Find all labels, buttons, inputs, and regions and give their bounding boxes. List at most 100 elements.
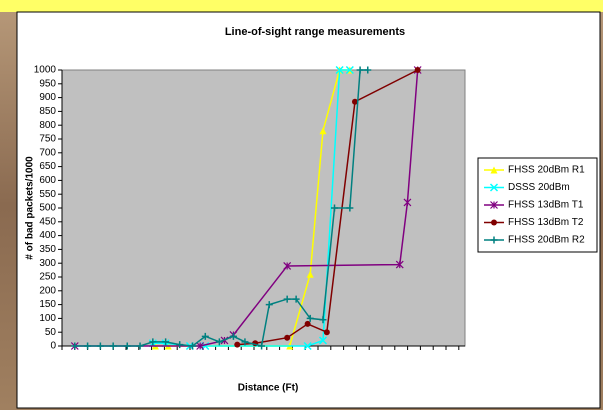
marker bbox=[306, 270, 314, 278]
marker bbox=[319, 316, 327, 324]
y-tick-label: 600 bbox=[39, 175, 56, 186]
marker bbox=[292, 295, 300, 303]
point bbox=[490, 201, 498, 209]
marker bbox=[395, 260, 404, 269]
point bbox=[109, 342, 117, 350]
y-tick-label: 700 bbox=[39, 147, 56, 158]
point bbox=[364, 66, 372, 74]
marker bbox=[123, 342, 131, 350]
marker bbox=[136, 342, 144, 350]
marker bbox=[303, 341, 312, 351]
series-line bbox=[74, 69, 419, 347]
marker bbox=[196, 342, 205, 350]
marker bbox=[84, 342, 92, 350]
marker bbox=[258, 342, 266, 350]
y-tick-label: 800 bbox=[39, 120, 56, 131]
top-strip bbox=[0, 0, 603, 12]
y-tick-label: 950 bbox=[39, 78, 56, 89]
marker bbox=[351, 98, 358, 105]
point bbox=[346, 204, 354, 212]
point bbox=[96, 342, 104, 350]
plot-area bbox=[61, 69, 466, 347]
point bbox=[331, 204, 339, 212]
marker bbox=[188, 342, 196, 350]
marker bbox=[335, 65, 344, 75]
point bbox=[489, 183, 499, 192]
point bbox=[319, 316, 327, 324]
point bbox=[188, 342, 196, 350]
point bbox=[215, 338, 223, 346]
point bbox=[306, 314, 314, 322]
point bbox=[335, 65, 344, 75]
point bbox=[306, 270, 314, 278]
point bbox=[490, 166, 498, 174]
marker bbox=[489, 183, 499, 192]
marker bbox=[149, 338, 157, 346]
point bbox=[284, 334, 291, 341]
legend-label: FHSS 20dBm R2 bbox=[508, 235, 585, 246]
marker bbox=[331, 204, 339, 212]
marker bbox=[234, 341, 241, 348]
point bbox=[234, 341, 241, 348]
marker bbox=[162, 338, 170, 346]
marker bbox=[96, 342, 104, 350]
point bbox=[241, 338, 249, 346]
point bbox=[162, 338, 170, 346]
point bbox=[403, 198, 412, 207]
point bbox=[304, 320, 311, 327]
legend-label: DSSS 20dBm bbox=[508, 182, 570, 193]
point bbox=[258, 342, 266, 350]
y-tick-label: 850 bbox=[39, 106, 56, 117]
series-line bbox=[152, 69, 350, 347]
point bbox=[490, 236, 498, 244]
point bbox=[323, 329, 330, 336]
y-tick-label: 750 bbox=[39, 134, 56, 145]
marker bbox=[304, 320, 311, 327]
point bbox=[319, 127, 327, 135]
legend-label: FHSS 13dBm T2 bbox=[508, 217, 584, 228]
marker bbox=[414, 67, 421, 73]
point bbox=[229, 332, 237, 340]
marker bbox=[491, 219, 497, 226]
chart-title: Line-of-sight range measurements bbox=[225, 26, 405, 38]
y-tick-label: 500 bbox=[39, 203, 56, 214]
point bbox=[292, 295, 300, 303]
point bbox=[414, 67, 421, 73]
point bbox=[265, 301, 273, 309]
point bbox=[201, 332, 209, 340]
marker bbox=[490, 236, 498, 244]
y-tick-label: 300 bbox=[39, 258, 56, 269]
marker bbox=[403, 198, 412, 207]
point bbox=[283, 295, 291, 303]
marker bbox=[201, 332, 209, 340]
point bbox=[196, 342, 205, 350]
point bbox=[395, 260, 404, 269]
point bbox=[123, 342, 131, 350]
point bbox=[136, 342, 144, 350]
marker bbox=[364, 66, 372, 74]
y-tick-label: 250 bbox=[39, 272, 56, 283]
marker bbox=[229, 332, 237, 340]
marker bbox=[490, 201, 498, 209]
x-axis-label: Distance (Ft) bbox=[238, 383, 299, 394]
point bbox=[149, 338, 157, 346]
y-tick-label: 550 bbox=[39, 189, 56, 200]
marker bbox=[109, 342, 117, 350]
marker bbox=[345, 65, 354, 75]
marker bbox=[265, 301, 273, 309]
y-tick-label: 150 bbox=[39, 299, 56, 310]
y-tick-label: 200 bbox=[39, 285, 56, 296]
point bbox=[84, 342, 92, 350]
point bbox=[351, 98, 358, 105]
y-tick-label: 900 bbox=[39, 92, 56, 103]
marker bbox=[241, 338, 249, 346]
y-tick-label: 650 bbox=[39, 161, 56, 172]
point bbox=[176, 341, 184, 349]
y-tick-label: 0 bbox=[50, 341, 56, 352]
legend-label: FHSS 13dBm T1 bbox=[508, 200, 584, 211]
point bbox=[71, 342, 79, 350]
point bbox=[491, 219, 497, 226]
y-axis-label: # of bad packets/1000 bbox=[25, 156, 36, 260]
marker bbox=[490, 166, 498, 174]
